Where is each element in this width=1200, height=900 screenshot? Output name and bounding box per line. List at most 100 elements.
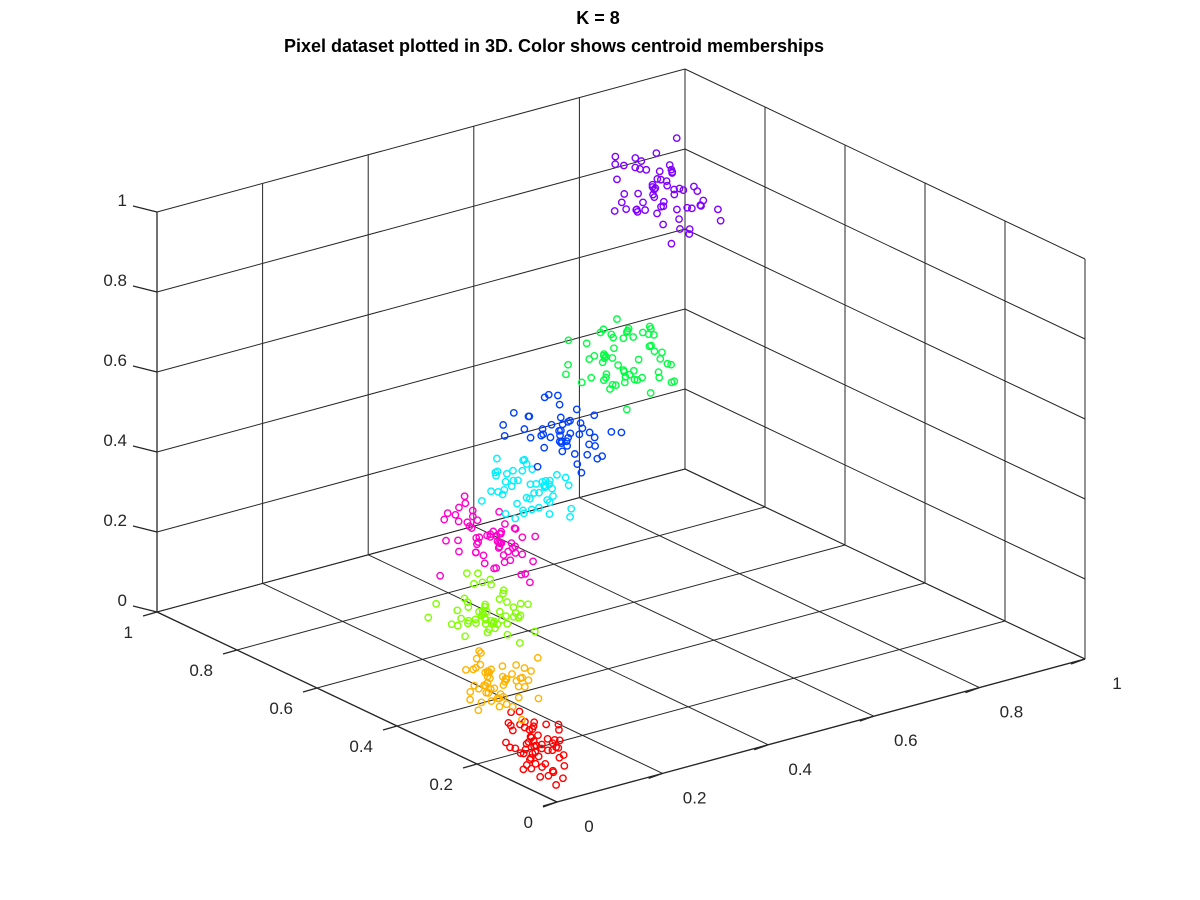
data-point-cluster-3 <box>530 627 539 636</box>
data-point-cluster-8 <box>653 175 662 183</box>
data-point-cluster-3 <box>516 611 525 620</box>
data-point-cluster-8 <box>642 165 651 174</box>
data-point-cluster-8 <box>617 198 626 207</box>
data-point-cluster-6 <box>499 421 508 429</box>
data-point-cluster-4 <box>531 532 540 541</box>
data-point-cluster-3 <box>495 607 504 616</box>
data-point-cluster-8 <box>611 152 620 161</box>
data-point-cluster-2 <box>514 682 523 691</box>
data-point-cluster-2 <box>534 694 543 703</box>
x-tick-label: 0.4 <box>788 760 812 779</box>
data-point-cluster-8 <box>668 168 677 176</box>
data-point-cluster-8 <box>670 190 679 199</box>
y-axis-line <box>156 611 558 803</box>
data-point-cluster-4 <box>495 542 504 551</box>
grid-line-floor-x <box>684 468 1086 660</box>
data-point-cluster-3 <box>462 569 471 578</box>
data-point-cluster-8 <box>685 230 694 238</box>
data-point-cluster-5 <box>532 480 541 488</box>
data-point-cluster-3 <box>453 606 462 615</box>
data-point-cluster-6 <box>566 429 575 438</box>
data-point-cluster-8 <box>619 161 628 170</box>
data-point-cluster-2 <box>466 695 475 704</box>
data-point-cluster-8 <box>675 184 684 193</box>
data-point-cluster-3 <box>464 603 473 611</box>
data-point-cluster-8 <box>656 175 665 184</box>
data-point-cluster-7 <box>609 333 618 342</box>
grid-line-floor-x <box>262 582 663 774</box>
data-point-cluster-8 <box>687 204 696 213</box>
data-point-cluster-4 <box>463 518 472 527</box>
data-point-cluster-2 <box>501 674 510 683</box>
x-tick-mark <box>859 715 875 722</box>
data-point-cluster-6 <box>555 437 564 446</box>
data-point-cluster-2 <box>462 665 470 674</box>
data-point-cluster-1 <box>531 759 540 768</box>
data-point-cluster-4 <box>480 559 489 568</box>
data-point-cluster-6 <box>520 425 529 433</box>
z-tick-label: 1 <box>118 191 127 210</box>
data-point-cluster-3 <box>464 619 472 628</box>
data-point-cluster-2 <box>527 667 535 675</box>
data-point-cluster-1 <box>555 736 564 745</box>
data-point-cluster-7 <box>630 375 639 384</box>
data-point-cluster-8 <box>637 157 646 165</box>
data-point-cluster-1 <box>519 749 528 758</box>
data-point-cluster-8 <box>697 201 705 210</box>
data-point-cluster-2 <box>487 697 496 705</box>
z-tick-label: 0.8 <box>103 271 127 290</box>
data-point-cluster-4 <box>495 507 504 516</box>
data-point-cluster-3 <box>447 620 456 629</box>
data-point-cluster-5 <box>509 476 518 485</box>
grid-line-floor-y <box>236 506 766 651</box>
y-tick-mark <box>382 725 398 731</box>
data-point-cluster-8 <box>631 163 640 172</box>
z-tick-label: 0.2 <box>103 511 127 530</box>
data-point-cluster-6 <box>617 428 626 437</box>
data-point-cluster-1 <box>534 731 542 740</box>
data-point-cluster-1 <box>555 753 564 762</box>
data-point-cluster-4 <box>529 557 537 566</box>
data-point-cluster-1 <box>502 738 510 747</box>
data-point-cluster-8 <box>665 161 674 169</box>
y-tick-label: 0.8 <box>189 661 213 680</box>
data-point-cluster-4 <box>472 534 481 542</box>
data-point-cluster-3 <box>472 619 480 627</box>
data-point-cluster-6 <box>607 428 616 436</box>
data-point-cluster-8 <box>675 215 683 224</box>
data-point-cluster-3 <box>424 613 433 622</box>
data-point-cluster-7 <box>654 368 663 377</box>
data-point-cluster-7 <box>622 405 631 414</box>
data-point-cluster-2 <box>520 682 529 691</box>
data-point-cluster-5 <box>549 492 557 501</box>
data-point-cluster-7 <box>614 361 623 370</box>
grid-line-floor-x <box>579 497 980 689</box>
data-point-cluster-8 <box>639 198 647 207</box>
data-point-cluster-4 <box>442 536 450 545</box>
data-point-cluster-1 <box>527 733 536 742</box>
data-point-cluster-2 <box>472 654 481 663</box>
data-point-cluster-4 <box>454 517 463 526</box>
data-point-cluster-7 <box>611 381 620 390</box>
data-point-cluster-7 <box>656 354 665 363</box>
data-point-cluster-2 <box>498 662 507 671</box>
data-point-cluster-6 <box>538 425 547 433</box>
data-point-cluster-2 <box>481 668 490 677</box>
data-point-cluster-7 <box>620 378 629 387</box>
data-point-cluster-4 <box>473 516 482 525</box>
data-point-cluster-3 <box>482 607 491 616</box>
data-point-cluster-5 <box>491 468 500 477</box>
y-tick-mark <box>222 649 238 655</box>
data-point-cluster-3 <box>482 615 490 624</box>
data-point-cluster-1 <box>559 774 567 783</box>
data-point-cluster-6 <box>558 420 567 429</box>
data-point-cluster-1 <box>530 718 539 727</box>
data-point-cluster-1 <box>506 721 515 730</box>
data-point-cluster-8 <box>648 180 657 189</box>
data-point-cluster-5 <box>543 496 552 504</box>
data-point-cluster-6 <box>558 447 567 456</box>
grid-line-floor-y <box>396 582 926 727</box>
data-point-cluster-4 <box>500 558 509 567</box>
data-point-cluster-8 <box>716 216 725 225</box>
